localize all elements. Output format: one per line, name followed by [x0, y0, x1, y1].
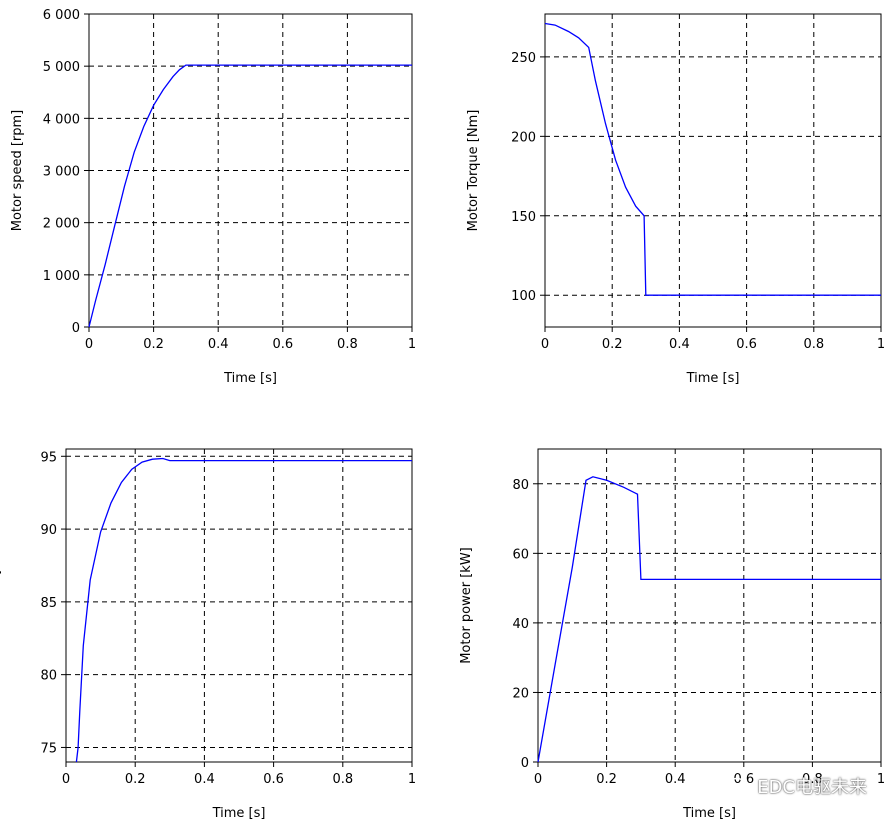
- plot-frame: [65, 448, 413, 763]
- x-tick-label: 0: [85, 337, 93, 352]
- x-tick-label: 1: [408, 772, 416, 787]
- x-tick-label: 1: [877, 772, 885, 787]
- x-tick-label: 0.6: [272, 337, 293, 352]
- x-tick-label: 0.8: [802, 772, 823, 787]
- y-axis-label: Motor speed [rpm]: [10, 110, 25, 232]
- y-tick-label: 0: [521, 756, 529, 771]
- y-tick-label: 1 000: [43, 269, 80, 284]
- x-tick-label: 0.2: [602, 337, 623, 352]
- x-tick-label: 0.8: [337, 337, 358, 352]
- y-tick-label: 80: [40, 669, 57, 684]
- x-axis-label: Time [s]: [212, 806, 266, 821]
- y-tick-label: 200: [511, 130, 536, 145]
- x-tick-label: 0.2: [125, 772, 146, 787]
- y-tick-label: 100: [511, 289, 536, 304]
- x-tick-label: 0.2: [596, 772, 617, 787]
- plot-frame: [537, 448, 882, 763]
- x-axis-label: Time [s]: [686, 371, 740, 386]
- y-tick-label: 20: [512, 686, 529, 701]
- y-tick-label: 85: [40, 596, 57, 611]
- x-axis-label: Time [s]: [682, 806, 736, 821]
- y-axis-label: Motor efficiency [%]: [0, 540, 2, 671]
- y-tick-label: 6 000: [43, 8, 80, 23]
- plot-frame: [544, 13, 882, 328]
- y-tick-label: 75: [40, 741, 57, 756]
- y-tick-label: 40: [512, 617, 529, 632]
- watermark: EDC电驱未来: [727, 773, 867, 799]
- y-tick-label: 250: [511, 51, 536, 66]
- x-tick-label: 0.6: [263, 772, 284, 787]
- x-tick-label: 0.8: [332, 772, 353, 787]
- chart-2: 0 0.2 0.4 0.6 0.8 1 100 150 200 250 Time [s] Motor …: [466, 13, 885, 386]
- y-tick-label: 90: [40, 523, 57, 538]
- x-tick-label: 0.4: [208, 337, 229, 352]
- y-tick-label: 150: [511, 210, 536, 225]
- chart-3: 0 0.2 0.4 0.6 0.8 1 75 80 85 90 95 Time [s] Motor ef…: [0, 448, 416, 821]
- y-tick-label: 5 000: [43, 60, 80, 75]
- y-tick-label: 60: [512, 547, 529, 562]
- x-tick-label: 1: [408, 337, 416, 352]
- y-axis-label: Motor Torque [Nm]: [466, 110, 481, 232]
- y-tick-label: 4 000: [43, 112, 80, 127]
- x-tick-label: 0.2: [143, 337, 164, 352]
- x-tick-label: 0.4: [665, 772, 686, 787]
- y-axis-label: Motor power [kW]: [459, 547, 474, 664]
- y-tick-label: 80: [512, 478, 529, 493]
- series-line-torque: [544, 22, 881, 296]
- y-tick-label: 0: [72, 321, 80, 336]
- series-line-efficiency: [75, 457, 412, 763]
- x-tick-label: 0: [62, 772, 70, 787]
- x-tick-label: 0: [534, 772, 542, 787]
- y-tick-label: 95: [40, 450, 57, 465]
- wechat-icon: [728, 777, 752, 795]
- x-tick-label: 0.4: [194, 772, 215, 787]
- watermark-text: EDC电驱未来: [757, 777, 867, 798]
- x-tick-label: 0.6: [736, 337, 757, 352]
- y-tick-label: 3 000: [43, 165, 80, 180]
- x-tick-label: 1: [877, 337, 885, 352]
- x-tick-label: 0.8: [803, 337, 824, 352]
- x-tick-label: 0.4: [669, 337, 690, 352]
- x-axis-label: Time [s]: [223, 371, 277, 386]
- y-tick-label: 2 000: [43, 217, 80, 232]
- series-line-speed: [88, 64, 412, 328]
- x-tick-label: 0: [541, 337, 549, 352]
- chart-1: 0 0.2 0.4 0.6 0.8 1 0 1 000 2 000 3 000 4 000 5 000…: [10, 8, 416, 386]
- series-line-power: [537, 476, 881, 763]
